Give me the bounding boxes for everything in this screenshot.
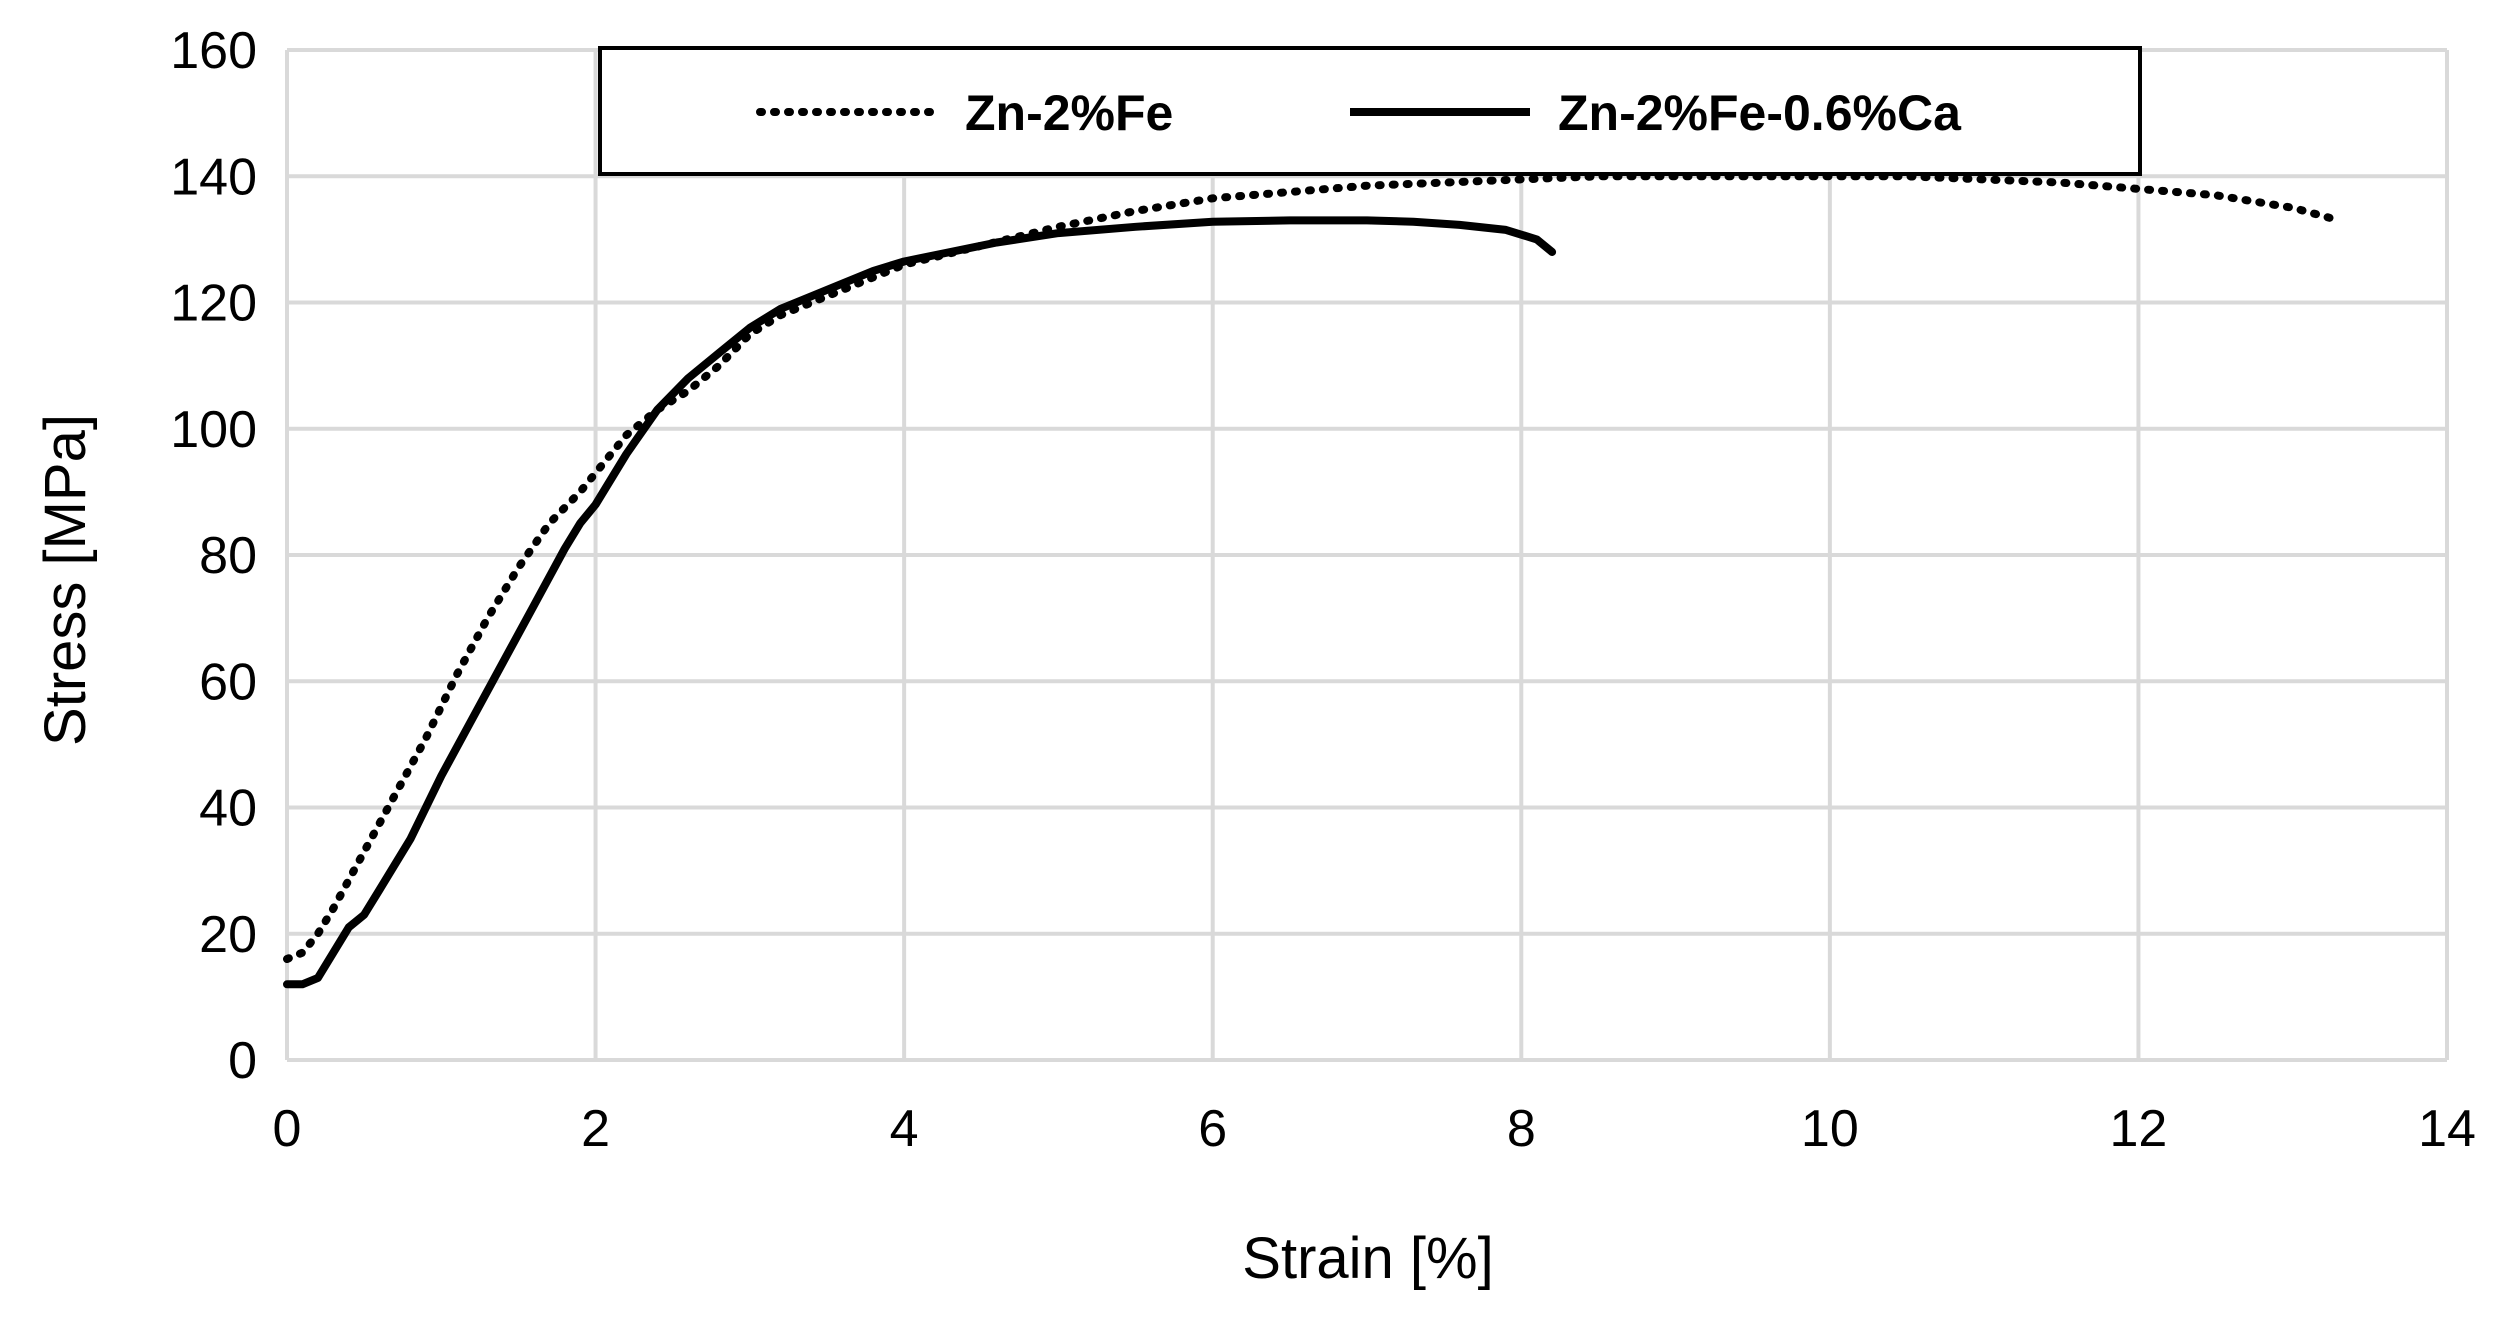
y-tick-label: 80	[199, 527, 257, 585]
y-tick-label: 60	[199, 653, 257, 711]
legend-label-zn-2fe: Zn-2%Fe	[965, 85, 1173, 141]
series-line-zn-2fe-0-6ca	[283, 216, 1557, 989]
y-tick-label: 0	[228, 1032, 257, 1090]
x-tick-label: 0	[273, 1100, 302, 1158]
x-tick-label: 10	[1801, 1100, 1859, 1158]
y-tick-label: 20	[199, 906, 257, 964]
tick-labels: 0 20 40 60 80 100 120 140 160 0 2 4 6 8 10 12 14	[170, 22, 2476, 1158]
y-axis-title: Stress [MPa]	[33, 414, 98, 746]
x-tick-label: 8	[1507, 1100, 1536, 1158]
legend-label-zn-2fe-0-6ca: Zn-2%Fe-0.6%Ca	[1558, 85, 1962, 141]
x-tick-label: 14	[2418, 1100, 2476, 1158]
x-axis-title: Strain [%]	[1242, 1226, 1493, 1291]
x-tick-label: 6	[1198, 1100, 1227, 1158]
legend: Zn-2%Fe Zn-2%Fe-0.6%Ca	[598, 46, 2142, 176]
gridlines	[285, 48, 2449, 1062]
x-tick-label: 4	[890, 1100, 919, 1158]
y-tick-label: 160	[170, 22, 257, 80]
y-tick-label: 40	[199, 780, 257, 838]
y-tick-label: 120	[170, 275, 257, 333]
x-tick-label: 2	[581, 1100, 610, 1158]
y-tick-label: 140	[170, 148, 257, 206]
series-line-zn-2fe	[283, 172, 2343, 963]
y-tick-label: 100	[170, 401, 257, 459]
x-tick-label: 12	[2110, 1100, 2168, 1158]
series-lines	[283, 172, 2343, 989]
